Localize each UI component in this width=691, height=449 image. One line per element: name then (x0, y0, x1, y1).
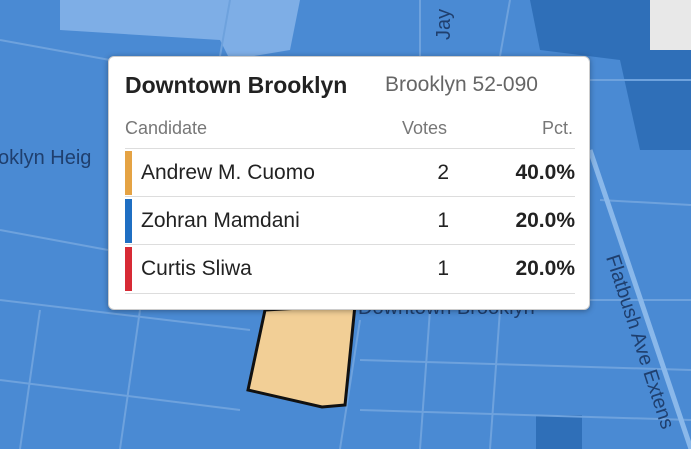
column-header: Candidate (125, 118, 208, 138)
tooltip-title: Downtown Brooklyn (125, 72, 348, 98)
candidate-name: Curtis Sliwa (141, 257, 252, 280)
column-header: Votes (401, 118, 447, 138)
vote-percent: 20.0% (515, 209, 575, 232)
tooltip-subtitle: Brooklyn 52-090 (385, 73, 538, 96)
vote-percent: 40.0% (515, 161, 575, 184)
vote-count: 2 (437, 161, 449, 184)
precinct (246, 303, 357, 409)
block-grey (650, 0, 691, 50)
vote-percent: 20.0% (515, 257, 575, 280)
neighborhood-label: oklyn Heig (0, 147, 92, 169)
tooltip: Downtown Brooklyn Brooklyn 52-090 Candid… (108, 56, 590, 310)
candidate-name: Andrew M. Cuomo (141, 161, 315, 184)
table-row: Curtis Sliwa 1 20.0% (125, 244, 575, 294)
column-header: Pct. (541, 118, 573, 138)
block-light (60, 0, 300, 60)
vote-count: 1 (437, 209, 449, 232)
color-swatch (125, 151, 132, 195)
candidate-name: Zohran Mamdani (141, 209, 300, 232)
block-dark (536, 415, 582, 449)
color-swatch (125, 199, 132, 243)
street-label: Jay (433, 8, 455, 40)
table-row: Andrew M. Cuomo 2 40.0% (125, 148, 575, 197)
color-swatch (125, 247, 132, 291)
table-row: Zohran Mamdani 1 20.0% (125, 196, 575, 245)
vote-count: 1 (437, 257, 449, 280)
